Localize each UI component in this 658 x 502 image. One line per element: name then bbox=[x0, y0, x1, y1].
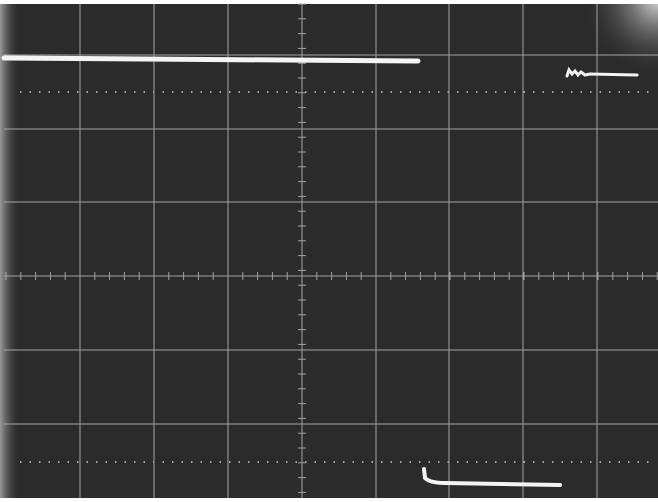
graticule bbox=[4, 3, 658, 498]
top-border bbox=[0, 0, 658, 4]
left-edge-light bbox=[0, 0, 20, 502]
upper-trace bbox=[1, 55, 421, 64]
traces bbox=[1, 55, 639, 487]
bottom-border bbox=[0, 498, 658, 502]
upper-right-trace bbox=[565, 66, 639, 78]
corner-glow bbox=[440, 0, 658, 220]
lower-trace bbox=[422, 467, 562, 487]
